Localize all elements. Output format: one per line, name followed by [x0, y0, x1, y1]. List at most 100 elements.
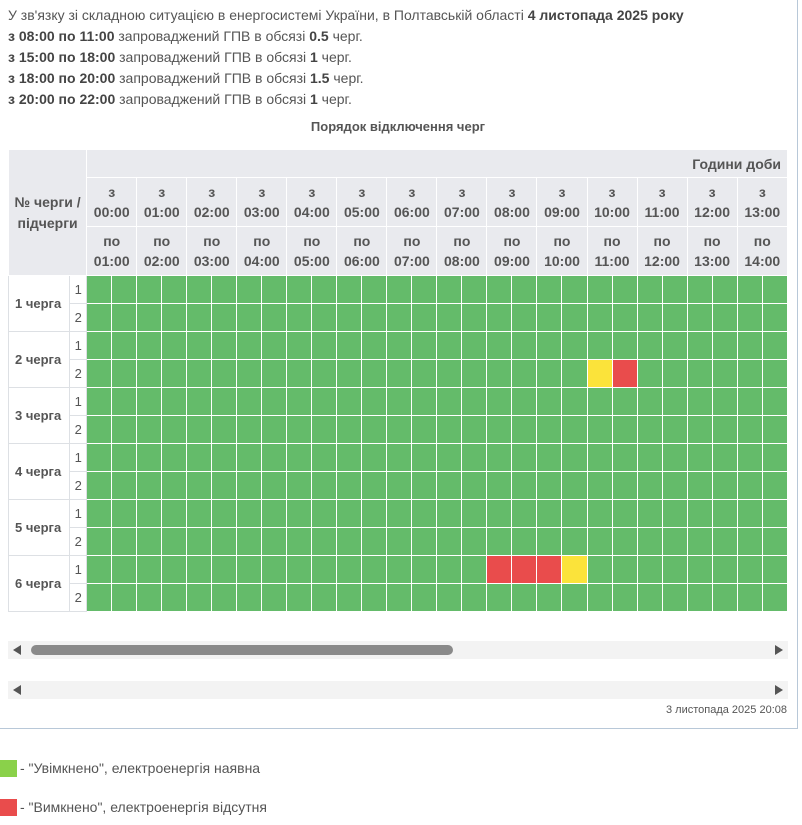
queue-label: 6 черга	[8, 555, 71, 612]
hour-prefix: з	[208, 184, 216, 200]
schedule-cell-on	[636, 415, 663, 444]
schedule-cell-on	[461, 359, 488, 388]
hour-value: 10:00	[544, 253, 580, 269]
schedule-cell-on	[211, 499, 238, 528]
schedule-cell-on	[261, 499, 288, 528]
hour-value: 13:00	[744, 204, 781, 220]
hour-value: 02:00	[143, 253, 180, 269]
schedule-cell-on	[336, 527, 363, 556]
schedule-cell-on	[461, 415, 488, 444]
schedule-cell-on	[486, 359, 513, 388]
schedule-cell-on	[486, 387, 513, 416]
schedule-cell-on	[311, 359, 338, 388]
hour-prefix: з	[758, 184, 766, 200]
hour-from-header: з 05:00	[336, 177, 388, 227]
schedule-cell-on	[636, 583, 663, 612]
hour-to-header: по 14:00	[736, 226, 788, 276]
queue-row: 2	[9, 471, 788, 500]
schedule-cell-on	[261, 443, 288, 472]
schedule-cell-on	[586, 443, 613, 472]
schedule-cell-on	[661, 555, 688, 584]
schedule-cell-on	[136, 583, 163, 612]
hour-prefix: з	[108, 184, 116, 200]
schedule-cell-on	[661, 527, 688, 556]
schedule-cell-on	[361, 387, 388, 416]
schedule-cell-on	[386, 555, 413, 584]
schedule-cell-on	[136, 331, 163, 360]
schedule-cell-on	[536, 527, 563, 556]
schedule-cell-on	[461, 331, 488, 360]
schedule-cell-on	[686, 275, 713, 304]
horizontal-scrollbar-secondary[interactable]	[8, 681, 788, 699]
queue-label: 2 черга	[8, 331, 71, 388]
schedule-cell-on	[561, 471, 588, 500]
hour-value: 07:00	[444, 204, 480, 220]
schedule-table-viewport: № черги / підчерги Години доби з 00:00 з 01:0…	[8, 149, 788, 619]
schedule-cell-on	[161, 499, 188, 528]
intro-date: 4 листопада 2025 року	[527, 7, 684, 23]
hour-prefix: по	[253, 233, 271, 249]
scrollbar-thumb[interactable]	[31, 645, 453, 655]
schedule-cell-on	[136, 499, 163, 528]
queue-row: 2	[9, 583, 788, 612]
schedule-cell-on	[361, 415, 388, 444]
schedule-cell-on	[336, 275, 363, 304]
schedule-cell-on	[161, 415, 188, 444]
scroll-left-arrow-icon[interactable]	[13, 685, 21, 695]
schedule-cell-on	[111, 527, 138, 556]
schedule-cell-on	[111, 499, 138, 528]
schedule-cell-on	[536, 387, 563, 416]
schedule-cell-on	[286, 275, 313, 304]
intro-line: з 18:00 по 20:00 запроваджений ГПВ в обс…	[8, 68, 684, 89]
schedule-cell-on	[336, 359, 363, 388]
queue-row: 2 черга 1	[8, 331, 788, 388]
schedule-cell-on	[161, 583, 188, 612]
schedule-cell-on	[636, 331, 663, 360]
intro-amount: 0.5	[309, 28, 329, 44]
scroll-right-arrow-icon[interactable]	[775, 645, 783, 655]
table-title: Порядок відключення черг	[310, 119, 486, 134]
horizontal-scrollbar[interactable]	[8, 641, 788, 659]
schedule-cell-on	[436, 415, 463, 444]
schedule-cell-on	[261, 527, 288, 556]
queue-label: 1 черга	[8, 275, 71, 332]
schedule-cell-maybe	[586, 359, 613, 388]
schedule-cell-on	[511, 415, 538, 444]
schedule-cell-on	[661, 387, 688, 416]
scroll-left-arrow-icon[interactable]	[13, 645, 21, 655]
schedule-cell-on	[261, 303, 288, 332]
schedule-cell-on	[386, 443, 413, 472]
hour-from-header: з 02:00	[186, 177, 238, 227]
scroll-right-arrow-icon[interactable]	[775, 685, 783, 695]
schedule-cell-on	[86, 359, 113, 388]
schedule-cell-on	[361, 499, 388, 528]
schedule-cell-on	[686, 443, 713, 472]
hour-value: 00:00	[93, 204, 130, 220]
schedule-cell-on	[486, 303, 513, 332]
schedule-cell-on	[336, 331, 363, 360]
schedule-cell-on	[361, 331, 388, 360]
schedule-cell-on	[186, 555, 213, 584]
schedule-cell-on	[411, 275, 438, 304]
hour-prefix: по	[303, 233, 321, 249]
schedule-cell-on	[686, 583, 713, 612]
subqueue-label: 2	[69, 359, 88, 388]
schedule-cell-on	[261, 387, 288, 416]
schedule-cell-on	[661, 331, 688, 360]
hour-value: 11:00	[644, 204, 680, 220]
schedule-cell-on	[536, 583, 563, 612]
schedule-cell-on	[261, 415, 288, 444]
intro-time: з 15:00 по 18:00	[8, 49, 116, 65]
schedule-cell-on	[586, 331, 613, 360]
hour-prefix: по	[403, 233, 421, 249]
intro-lines: з 08:00 по 11:00 запроваджений ГПВ в обс…	[8, 26, 684, 110]
hour-prefix: з	[308, 184, 316, 200]
schedule-cell-on	[436, 275, 463, 304]
schedule-cell-on	[311, 331, 338, 360]
schedule-cell-on	[311, 527, 338, 556]
schedule-cell-on	[711, 303, 738, 332]
schedule-cell-on	[386, 499, 413, 528]
schedule-cell-on	[636, 443, 663, 472]
schedule-cell-on	[561, 415, 588, 444]
intro-time: з 08:00 по 11:00	[8, 28, 115, 44]
